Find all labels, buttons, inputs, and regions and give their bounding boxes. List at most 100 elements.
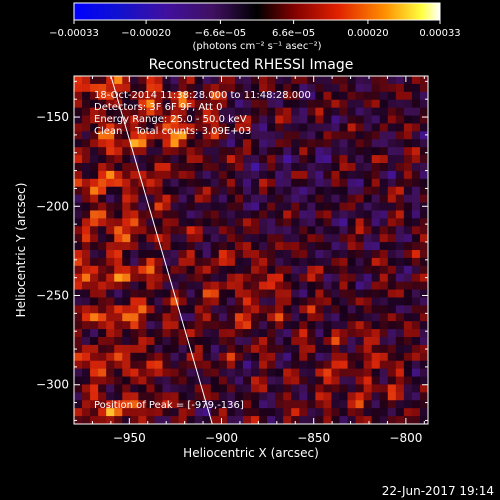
heatmap-cell xyxy=(395,384,405,393)
heatmap-cell xyxy=(170,76,180,85)
heatmap-cell xyxy=(226,234,236,243)
heatmap-cell xyxy=(154,131,164,140)
heatmap-cell xyxy=(331,170,341,180)
heatmap-cell xyxy=(178,99,188,109)
heatmap-cell xyxy=(98,337,107,346)
heatmap-cell xyxy=(194,289,204,299)
heatmap-cell xyxy=(299,392,308,401)
heatmap-cell xyxy=(323,83,333,93)
heatmap-cell xyxy=(379,83,389,93)
heatmap-cell xyxy=(90,313,99,322)
heatmap-cell xyxy=(331,178,341,188)
heatmap-cell xyxy=(275,273,284,283)
heatmap-cell xyxy=(251,297,260,306)
heatmap-cell xyxy=(178,139,188,148)
heatmap-cell xyxy=(419,368,428,378)
heatmap-cell xyxy=(90,297,99,306)
heatmap-cell xyxy=(411,321,421,330)
heatmap-cell xyxy=(315,115,325,125)
heatmap-cell xyxy=(355,352,365,362)
heatmap-cell xyxy=(251,163,260,172)
heatmap-cell xyxy=(411,218,421,227)
heatmap-cell xyxy=(259,329,268,338)
heatmap-cell xyxy=(194,392,204,401)
heatmap-cell xyxy=(226,273,236,283)
heatmap-cell xyxy=(363,242,373,251)
heatmap-cell xyxy=(307,163,316,172)
heatmap-cell xyxy=(331,360,341,370)
heatmap-cell xyxy=(202,83,212,93)
heatmap-cell xyxy=(234,234,244,243)
heatmap-cell xyxy=(371,186,381,196)
heatmap-cell xyxy=(323,178,333,188)
heatmap-cell xyxy=(395,265,405,275)
heatmap-cell xyxy=(218,155,228,164)
heatmap-cell xyxy=(234,107,244,117)
heatmap-cell xyxy=(90,376,99,386)
heatmap-cell xyxy=(291,242,300,251)
heatmap-cell xyxy=(267,408,276,417)
heatmap-cell xyxy=(114,91,123,101)
heatmap-cell xyxy=(379,147,389,156)
heatmap-cell xyxy=(307,416,316,424)
heatmap-cell xyxy=(363,178,373,188)
heatmap-cell xyxy=(186,163,196,172)
heatmap-cell xyxy=(162,329,172,338)
heatmap-cell xyxy=(154,305,164,314)
heatmap-cell xyxy=(210,281,220,291)
heatmap-cell xyxy=(283,99,292,109)
heatmap-cell xyxy=(154,313,164,322)
heatmap-cell xyxy=(363,344,373,354)
heatmap-cell xyxy=(291,321,300,330)
heatmap-cell xyxy=(210,329,220,338)
heatmap-cell xyxy=(339,83,349,93)
heatmap-cell xyxy=(283,360,292,370)
heatmap-cell xyxy=(339,289,349,299)
heatmap-cell xyxy=(170,99,180,109)
heatmap-cell xyxy=(355,91,365,101)
heatmap-cell xyxy=(403,313,413,322)
heatmap-cell xyxy=(323,218,333,227)
heatmap-cell xyxy=(267,313,276,322)
heatmap-cell xyxy=(419,186,428,196)
heatmap-cell xyxy=(154,155,164,164)
heatmap-cell xyxy=(242,178,252,188)
heatmap-cell xyxy=(251,107,260,117)
heatmap-cell xyxy=(114,289,123,299)
heatmap-cell xyxy=(379,210,389,219)
heatmap-cell xyxy=(411,186,421,196)
heatmap-cell xyxy=(411,376,421,386)
heatmap-cell xyxy=(363,368,373,378)
heatmap-cell xyxy=(355,226,365,235)
heatmap-cell xyxy=(114,123,123,132)
heatmap-cell xyxy=(154,76,164,85)
heatmap-cell xyxy=(395,281,405,291)
heatmap-cell xyxy=(226,194,236,204)
heatmap-cell xyxy=(323,273,333,283)
heatmap-cell xyxy=(242,163,252,172)
heatmap-cell xyxy=(82,202,91,212)
heatmap-cell xyxy=(218,376,228,386)
heatmap-cell xyxy=(315,416,325,424)
heatmap-cell xyxy=(379,226,389,235)
heatmap-cell xyxy=(259,265,268,275)
heatmap-cell xyxy=(138,360,148,370)
heatmap-cell xyxy=(114,337,123,346)
heatmap-cell xyxy=(226,83,236,93)
heatmap-cell xyxy=(339,313,349,322)
heatmap-cell xyxy=(315,392,325,401)
heatmap-cell xyxy=(339,178,349,188)
heatmap-cell xyxy=(371,163,381,172)
heatmap-cell xyxy=(234,76,244,85)
heatmap-cell xyxy=(251,250,260,259)
heatmap-cell xyxy=(363,289,373,299)
heatmap-cell xyxy=(218,257,228,267)
heatmap-cell xyxy=(371,273,381,283)
heatmap-cell xyxy=(234,368,244,378)
heatmap-cell xyxy=(403,139,413,148)
heatmap-cell xyxy=(186,305,196,314)
heatmap-cell xyxy=(291,123,300,132)
heatmap-cell xyxy=(259,321,268,330)
heatmap-cell xyxy=(194,186,204,196)
heatmap-cell xyxy=(403,337,413,346)
